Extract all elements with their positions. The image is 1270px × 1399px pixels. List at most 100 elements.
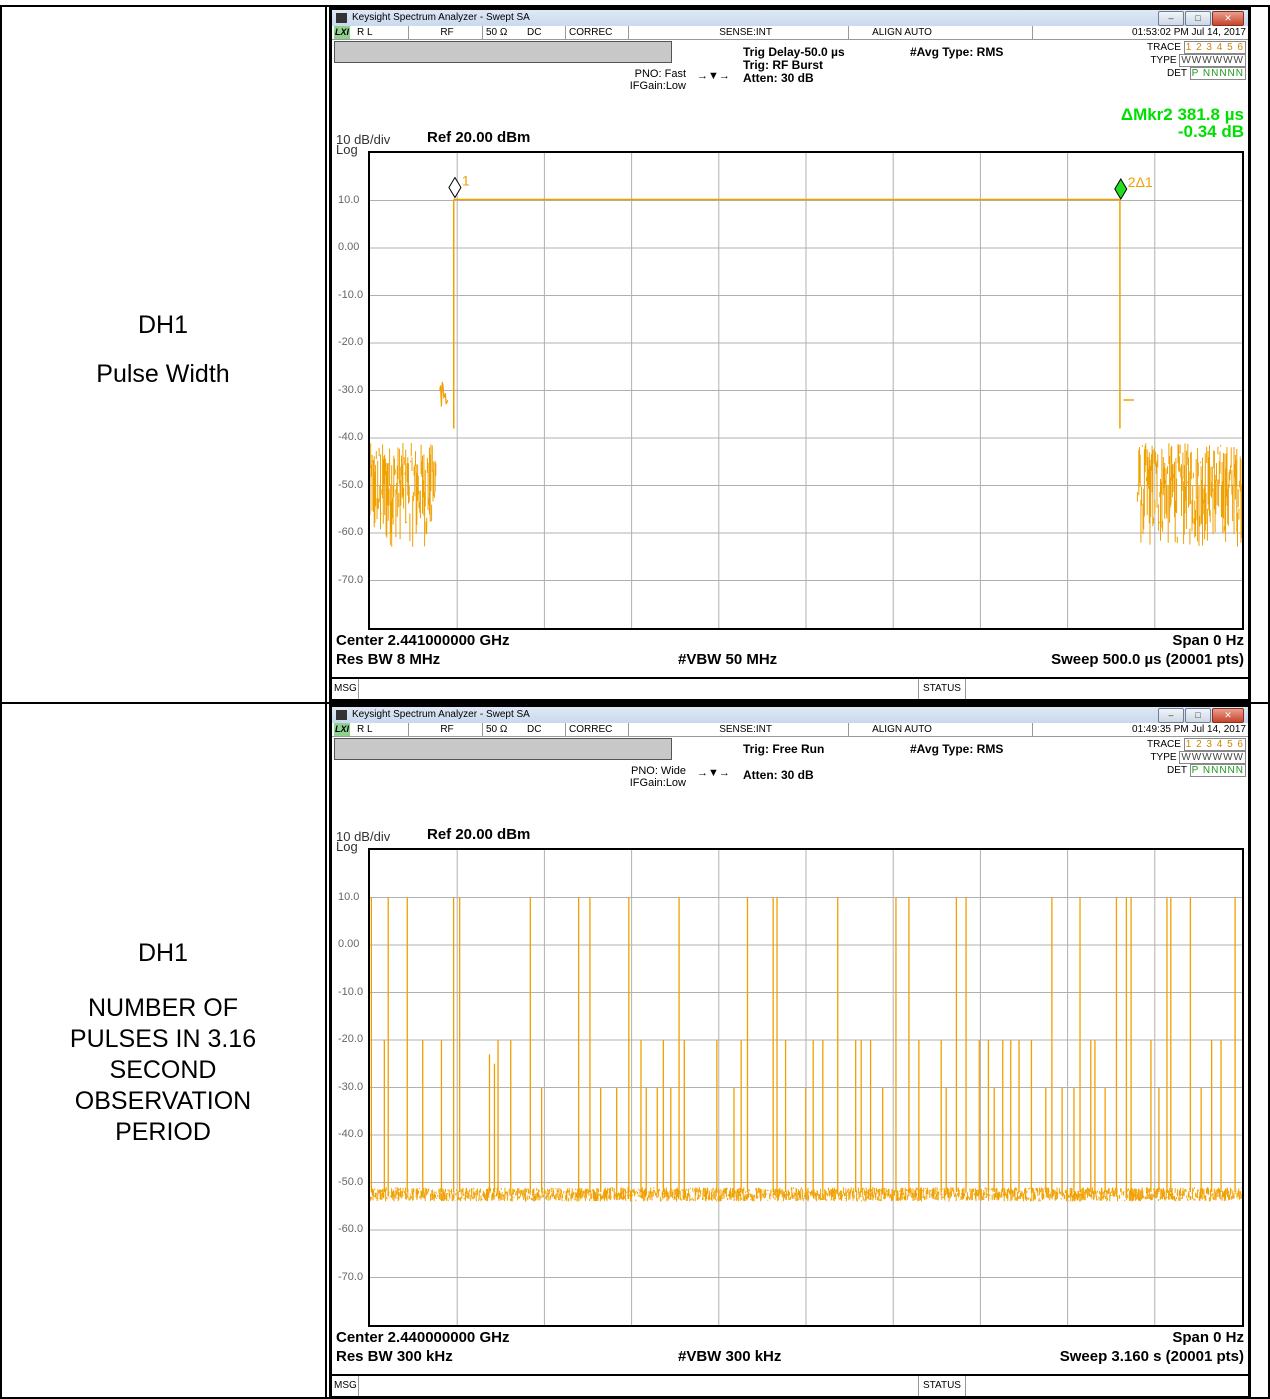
y-tick-label: -50.0 xyxy=(338,478,364,491)
row-label-line: OBSERVATION xyxy=(74,1087,252,1115)
type-values: WWWWWW xyxy=(1179,751,1246,764)
close-button[interactable]: ✕ xyxy=(1212,708,1244,723)
trace-edge-segment xyxy=(439,381,449,407)
row-label-number-of-pulses: DH1 NUMBER OF PULSES IN 3.16 SECOND OBSE… xyxy=(0,938,326,1148)
span-label: Span 0 Hz xyxy=(1172,632,1244,649)
ifgain-label: IFGain:Low xyxy=(629,80,686,92)
y-tick-label: -60.0 xyxy=(338,526,364,538)
status-impedance: 50 Ω xyxy=(482,723,526,736)
table-border-divider xyxy=(325,5,327,1399)
row-label-line: PERIOD xyxy=(115,1118,211,1146)
plot-area xyxy=(368,848,1244,1327)
trigger-arrow-icon: →▼→ xyxy=(697,70,730,82)
det-values: P NNNNN xyxy=(1189,67,1246,80)
status-timestamp: 01:53:02 PM Jul 14, 2017 xyxy=(1032,26,1248,39)
type-label: TYPE xyxy=(1150,752,1177,763)
status-rl: R L xyxy=(357,27,373,38)
app-icon xyxy=(336,13,347,23)
lxi-badge: LXI xyxy=(334,26,351,39)
res-bw: Res BW 8 MHz xyxy=(336,651,441,668)
ref-level: Ref 20.00 dBm xyxy=(427,826,531,843)
center-frequency: Center 2.441000000 GHz xyxy=(336,632,510,649)
type-values: WWWWWW xyxy=(1179,54,1246,67)
y-tick-label: -30.0 xyxy=(338,1080,364,1093)
maximize-button[interactable]: □ xyxy=(1185,11,1211,26)
trig-line-2: Trig: RF Burst xyxy=(743,58,823,72)
row-label-line: Pulse Width xyxy=(96,360,230,388)
atten-label: Atten: 30 dB xyxy=(743,768,814,782)
message-input-box[interactable] xyxy=(334,738,672,760)
row-label-line: PULSES IN 3.16 xyxy=(69,1025,257,1053)
ifgain-label: IFGain:Low xyxy=(629,777,686,789)
marker-delta-time: ΔMkr2 381.8 µs xyxy=(1120,105,1244,124)
plot-svg xyxy=(370,850,1242,1325)
status-coupling: DC xyxy=(527,724,542,735)
y-tick-label: -30.0 xyxy=(338,383,364,396)
trace-panel: TRACE 1 2 3 4 5 6 TYPE WWWWWW DET P NNNN… xyxy=(1147,738,1246,777)
y-tick-label: -50.0 xyxy=(338,1175,364,1188)
y-tick-label: -70.0 xyxy=(338,573,364,586)
status-coupling: DC xyxy=(527,27,542,38)
trace-label: TRACE xyxy=(1147,739,1181,750)
minimize-button[interactable]: – xyxy=(1158,11,1184,26)
msg-separator xyxy=(358,679,359,699)
marker-1-label: 1 xyxy=(462,173,470,189)
message-bar: MSG STATUS xyxy=(332,1374,1248,1396)
y-tick-label: -70.0 xyxy=(338,1270,364,1283)
analyzer-screenshot-pulse-width: Keysight Spectrum Analyzer - Swept SA – □… xyxy=(329,7,1251,702)
msg-separator xyxy=(358,1376,359,1396)
row-label-line xyxy=(0,969,326,993)
status-timestamp: 01:49:35 PM Jul 14, 2017 xyxy=(1032,723,1248,736)
row-label-line: NUMBER OF xyxy=(88,994,238,1022)
row-label-line: DH1 xyxy=(137,939,188,967)
y-tick-label: -40.0 xyxy=(338,1128,364,1140)
trace-noise-floor xyxy=(370,1187,1242,1202)
table-border-left xyxy=(0,5,2,1399)
ref-level: Ref 20.00 dBm xyxy=(427,129,531,146)
det-label: DET xyxy=(1167,68,1187,79)
app-icon xyxy=(336,710,347,720)
lxi-badge: LXI xyxy=(334,723,351,736)
sweep-label: Sweep 500.0 µs (20001 pts) xyxy=(1051,651,1244,668)
status-row: LXI R L RF 50 Ω DC CORREC SENSE:INT ALIG… xyxy=(332,26,1248,40)
table-border-right xyxy=(1268,5,1270,1399)
window-controls: – □ ✕ xyxy=(1157,11,1244,26)
y-tick-label: 10.0 xyxy=(338,193,360,206)
analyzer-screenshot-pulse-count: Keysight Spectrum Analyzer - Swept SA – □… xyxy=(329,704,1251,1399)
pno-label: PNO: Fast xyxy=(634,68,686,80)
status-label: STATUS xyxy=(918,1376,966,1396)
log-label: Log xyxy=(336,142,358,157)
plot-area: 1 2Δ1 xyxy=(368,151,1244,630)
row-label-line xyxy=(0,341,326,359)
marker-delta-level: -0.34 dB xyxy=(1177,122,1244,141)
type-label: TYPE xyxy=(1150,55,1177,66)
status-align: ALIGN AUTO xyxy=(848,723,952,736)
minimize-button[interactable]: – xyxy=(1158,708,1184,723)
trigger-arrow-icon: →▼→ xyxy=(697,767,730,779)
row-label-pulse-width: DH1 Pulse Width xyxy=(0,310,326,390)
vbw: #VBW 50 MHz xyxy=(678,651,778,668)
y-tick-label: -40.0 xyxy=(338,431,364,443)
maximize-button[interactable]: □ xyxy=(1185,708,1211,723)
close-button[interactable]: ✕ xyxy=(1212,11,1244,26)
log-label: Log xyxy=(336,839,358,854)
status-label: STATUS xyxy=(918,679,966,699)
status-sense: SENSE:INT xyxy=(628,723,776,736)
pno-label: PNO: Wide xyxy=(630,765,686,777)
scale-label: 10 dB/div xyxy=(336,132,391,147)
span-label: Span 0 Hz xyxy=(1172,1329,1244,1346)
scale-label: 10 dB/div xyxy=(336,829,391,844)
trace-noise-segment xyxy=(1136,443,1242,547)
y-tick-label: -60.0 xyxy=(338,1223,364,1235)
atten-label: Atten: 30 dB xyxy=(743,71,814,85)
det-values: P NNNNN xyxy=(1189,764,1246,777)
marker-1-diamond xyxy=(448,176,462,199)
message-input-box[interactable] xyxy=(334,41,672,63)
det-label: DET xyxy=(1167,765,1187,776)
status-rl: R L xyxy=(357,724,373,735)
msg-label: MSG xyxy=(334,1380,357,1391)
window-titlebar: Keysight Spectrum Analyzer - Swept SA – □… xyxy=(332,707,1248,723)
center-frequency: Center 2.440000000 GHz xyxy=(336,1329,510,1346)
y-tick-label: -20.0 xyxy=(338,1033,364,1045)
